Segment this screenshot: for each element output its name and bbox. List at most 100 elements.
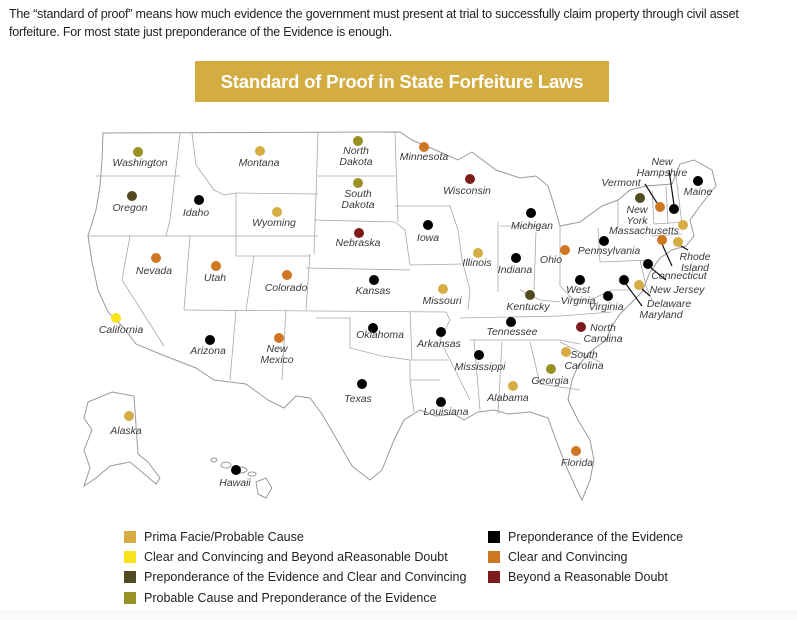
state-dot-utah bbox=[211, 261, 221, 271]
state-label-mississippi: Mississippi bbox=[454, 361, 506, 373]
state-label-utah: Utah bbox=[203, 272, 227, 284]
state-label-rhode-island: Rhode Island bbox=[679, 251, 711, 274]
state-dot-missouri bbox=[438, 284, 448, 294]
state-label-texas: Texas bbox=[344, 393, 372, 405]
state-dot-oregon bbox=[127, 191, 137, 201]
state-dot-new-jersey bbox=[643, 259, 653, 269]
state-dot-michigan bbox=[526, 208, 536, 218]
state-dot-tennessee bbox=[506, 317, 516, 327]
state-dot-north-carolina bbox=[576, 322, 586, 332]
state-label-arkansas: Arkansas bbox=[417, 338, 461, 350]
legend-label: Preponderance of the Evidence bbox=[508, 530, 684, 544]
legend-label: Prima Facie/Probable Cause bbox=[144, 530, 304, 544]
state-dot-new-york bbox=[635, 193, 645, 203]
state-dot-nebraska bbox=[354, 228, 364, 238]
state-dot-kentucky bbox=[525, 290, 535, 300]
state-dot-maryland bbox=[619, 275, 629, 285]
state-label-wyoming: Wyoming bbox=[252, 217, 296, 229]
state-label-delaware: Delaware bbox=[646, 298, 692, 310]
state-label-alaska: Alaska bbox=[110, 425, 142, 437]
state-label-california: California bbox=[98, 324, 144, 336]
legend-item-clear-beyond: Clear and Convincing and Beyond aReasona… bbox=[124, 550, 448, 564]
state-dot-massachusetts bbox=[678, 220, 688, 230]
legend-item-prepond-clear: Preponderance of the Evidence and Clear … bbox=[124, 570, 466, 584]
state-dot-florida bbox=[571, 446, 581, 456]
state-label-montana: Montana bbox=[238, 157, 280, 169]
state-label-arizona: Arizona bbox=[190, 345, 226, 357]
state-dot-ohio bbox=[560, 245, 570, 255]
map-title: Standard of Proof in State Forfeiture La… bbox=[220, 70, 584, 92]
legend-item-preponderance: Preponderance of the Evidence bbox=[488, 530, 683, 544]
swatch-probable-prepond-icon bbox=[124, 592, 136, 604]
state-dot-wyoming bbox=[272, 207, 282, 217]
state-label-new-mexico: New Mexico bbox=[260, 343, 294, 366]
state-label-north-carolina: North Carolina bbox=[583, 322, 623, 345]
state-label-indiana: Indiana bbox=[497, 264, 533, 276]
state-label-idaho: Idaho bbox=[182, 207, 210, 219]
state-dot-louisiana bbox=[436, 397, 446, 407]
state-label-minnesota: Minnesota bbox=[399, 151, 449, 163]
state-dot-georgia bbox=[546, 364, 556, 374]
state-dot-indiana bbox=[511, 253, 521, 263]
swatch-beyond-reasonable-icon bbox=[488, 571, 500, 583]
state-dot-connecticut bbox=[657, 235, 667, 245]
state-label-connecticut: Connecticut bbox=[651, 270, 707, 282]
state-label-vermont: Vermont bbox=[601, 177, 641, 189]
state-dot-california bbox=[111, 313, 121, 323]
state-label-colorado: Colorado bbox=[264, 282, 308, 294]
legend-label: Clear and Convincing bbox=[508, 550, 628, 564]
state-label-louisiana: Louisiana bbox=[423, 406, 469, 418]
state-dot-hawaii bbox=[231, 465, 241, 475]
state-label-new-hampshire: New Hampshire bbox=[636, 156, 688, 179]
state-dot-wisconsin bbox=[465, 174, 475, 184]
state-dot-minnesota bbox=[419, 142, 429, 152]
state-dot-idaho bbox=[194, 195, 204, 205]
state-dot-west-virginia bbox=[575, 275, 585, 285]
state-label-tennessee: Tennessee bbox=[486, 326, 538, 338]
legend-item-prima-facie: Prima Facie/Probable Cause bbox=[124, 530, 304, 544]
legend-item-clear-convincing: Clear and Convincing bbox=[488, 550, 628, 564]
state-dot-alaska bbox=[124, 411, 134, 421]
state-dot-illinois bbox=[473, 248, 483, 258]
state-dot-maine bbox=[693, 176, 703, 186]
state-dot-washington bbox=[133, 147, 143, 157]
state-dot-pennsylvania bbox=[599, 236, 609, 246]
state-label-georgia: Georgia bbox=[531, 375, 569, 387]
state-dot-north-dakota bbox=[353, 136, 363, 146]
state-dot-delaware bbox=[634, 280, 644, 290]
state-label-wisconsin: Wisconsin bbox=[443, 185, 491, 197]
state-label-ohio: Ohio bbox=[539, 254, 563, 266]
state-label-missouri: Missouri bbox=[422, 295, 462, 307]
state-dot-new-hampshire bbox=[669, 204, 679, 214]
state-dot-vermont bbox=[655, 202, 665, 212]
state-label-new-jersey: New Jersey bbox=[649, 284, 705, 296]
state-dot-texas bbox=[357, 379, 367, 389]
state-label-illinois: Illinois bbox=[462, 257, 492, 269]
state-dot-colorado bbox=[282, 270, 292, 280]
swatch-prepond-clear-icon bbox=[124, 571, 136, 583]
state-label-north-dakota: North Dakota bbox=[339, 145, 373, 168]
footer-band bbox=[0, 610, 797, 620]
state-dot-virginia bbox=[603, 291, 613, 301]
state-dot-south-dakota bbox=[353, 178, 363, 188]
state-label-florida: Florida bbox=[560, 457, 594, 469]
state-label-maryland: Maryland bbox=[639, 309, 683, 321]
map-title-banner: Standard of Proof in State Forfeiture La… bbox=[195, 61, 609, 102]
legend-item-beyond-reasonable: Beyond a Reasonable Doubt bbox=[488, 570, 668, 584]
state-dot-arizona bbox=[205, 335, 215, 345]
state-label-kentucky: Kentucky bbox=[506, 301, 550, 313]
state-label-virginia: Virginia bbox=[588, 301, 624, 313]
state-dot-kansas bbox=[369, 275, 379, 285]
swatch-preponderance-icon bbox=[488, 531, 500, 543]
state-label-nevada: Nevada bbox=[135, 265, 173, 277]
state-label-new-york: New York bbox=[626, 204, 648, 227]
state-label-hawaii: Hawaii bbox=[219, 477, 251, 489]
state-label-iowa: Iowa bbox=[416, 232, 440, 244]
state-dot-montana bbox=[255, 146, 265, 156]
state-dot-nevada bbox=[151, 253, 161, 263]
state-dot-south-carolina bbox=[561, 347, 571, 357]
state-label-oklahoma: Oklahoma bbox=[356, 329, 404, 341]
state-label-massachusetts: Massachusetts bbox=[608, 225, 680, 237]
